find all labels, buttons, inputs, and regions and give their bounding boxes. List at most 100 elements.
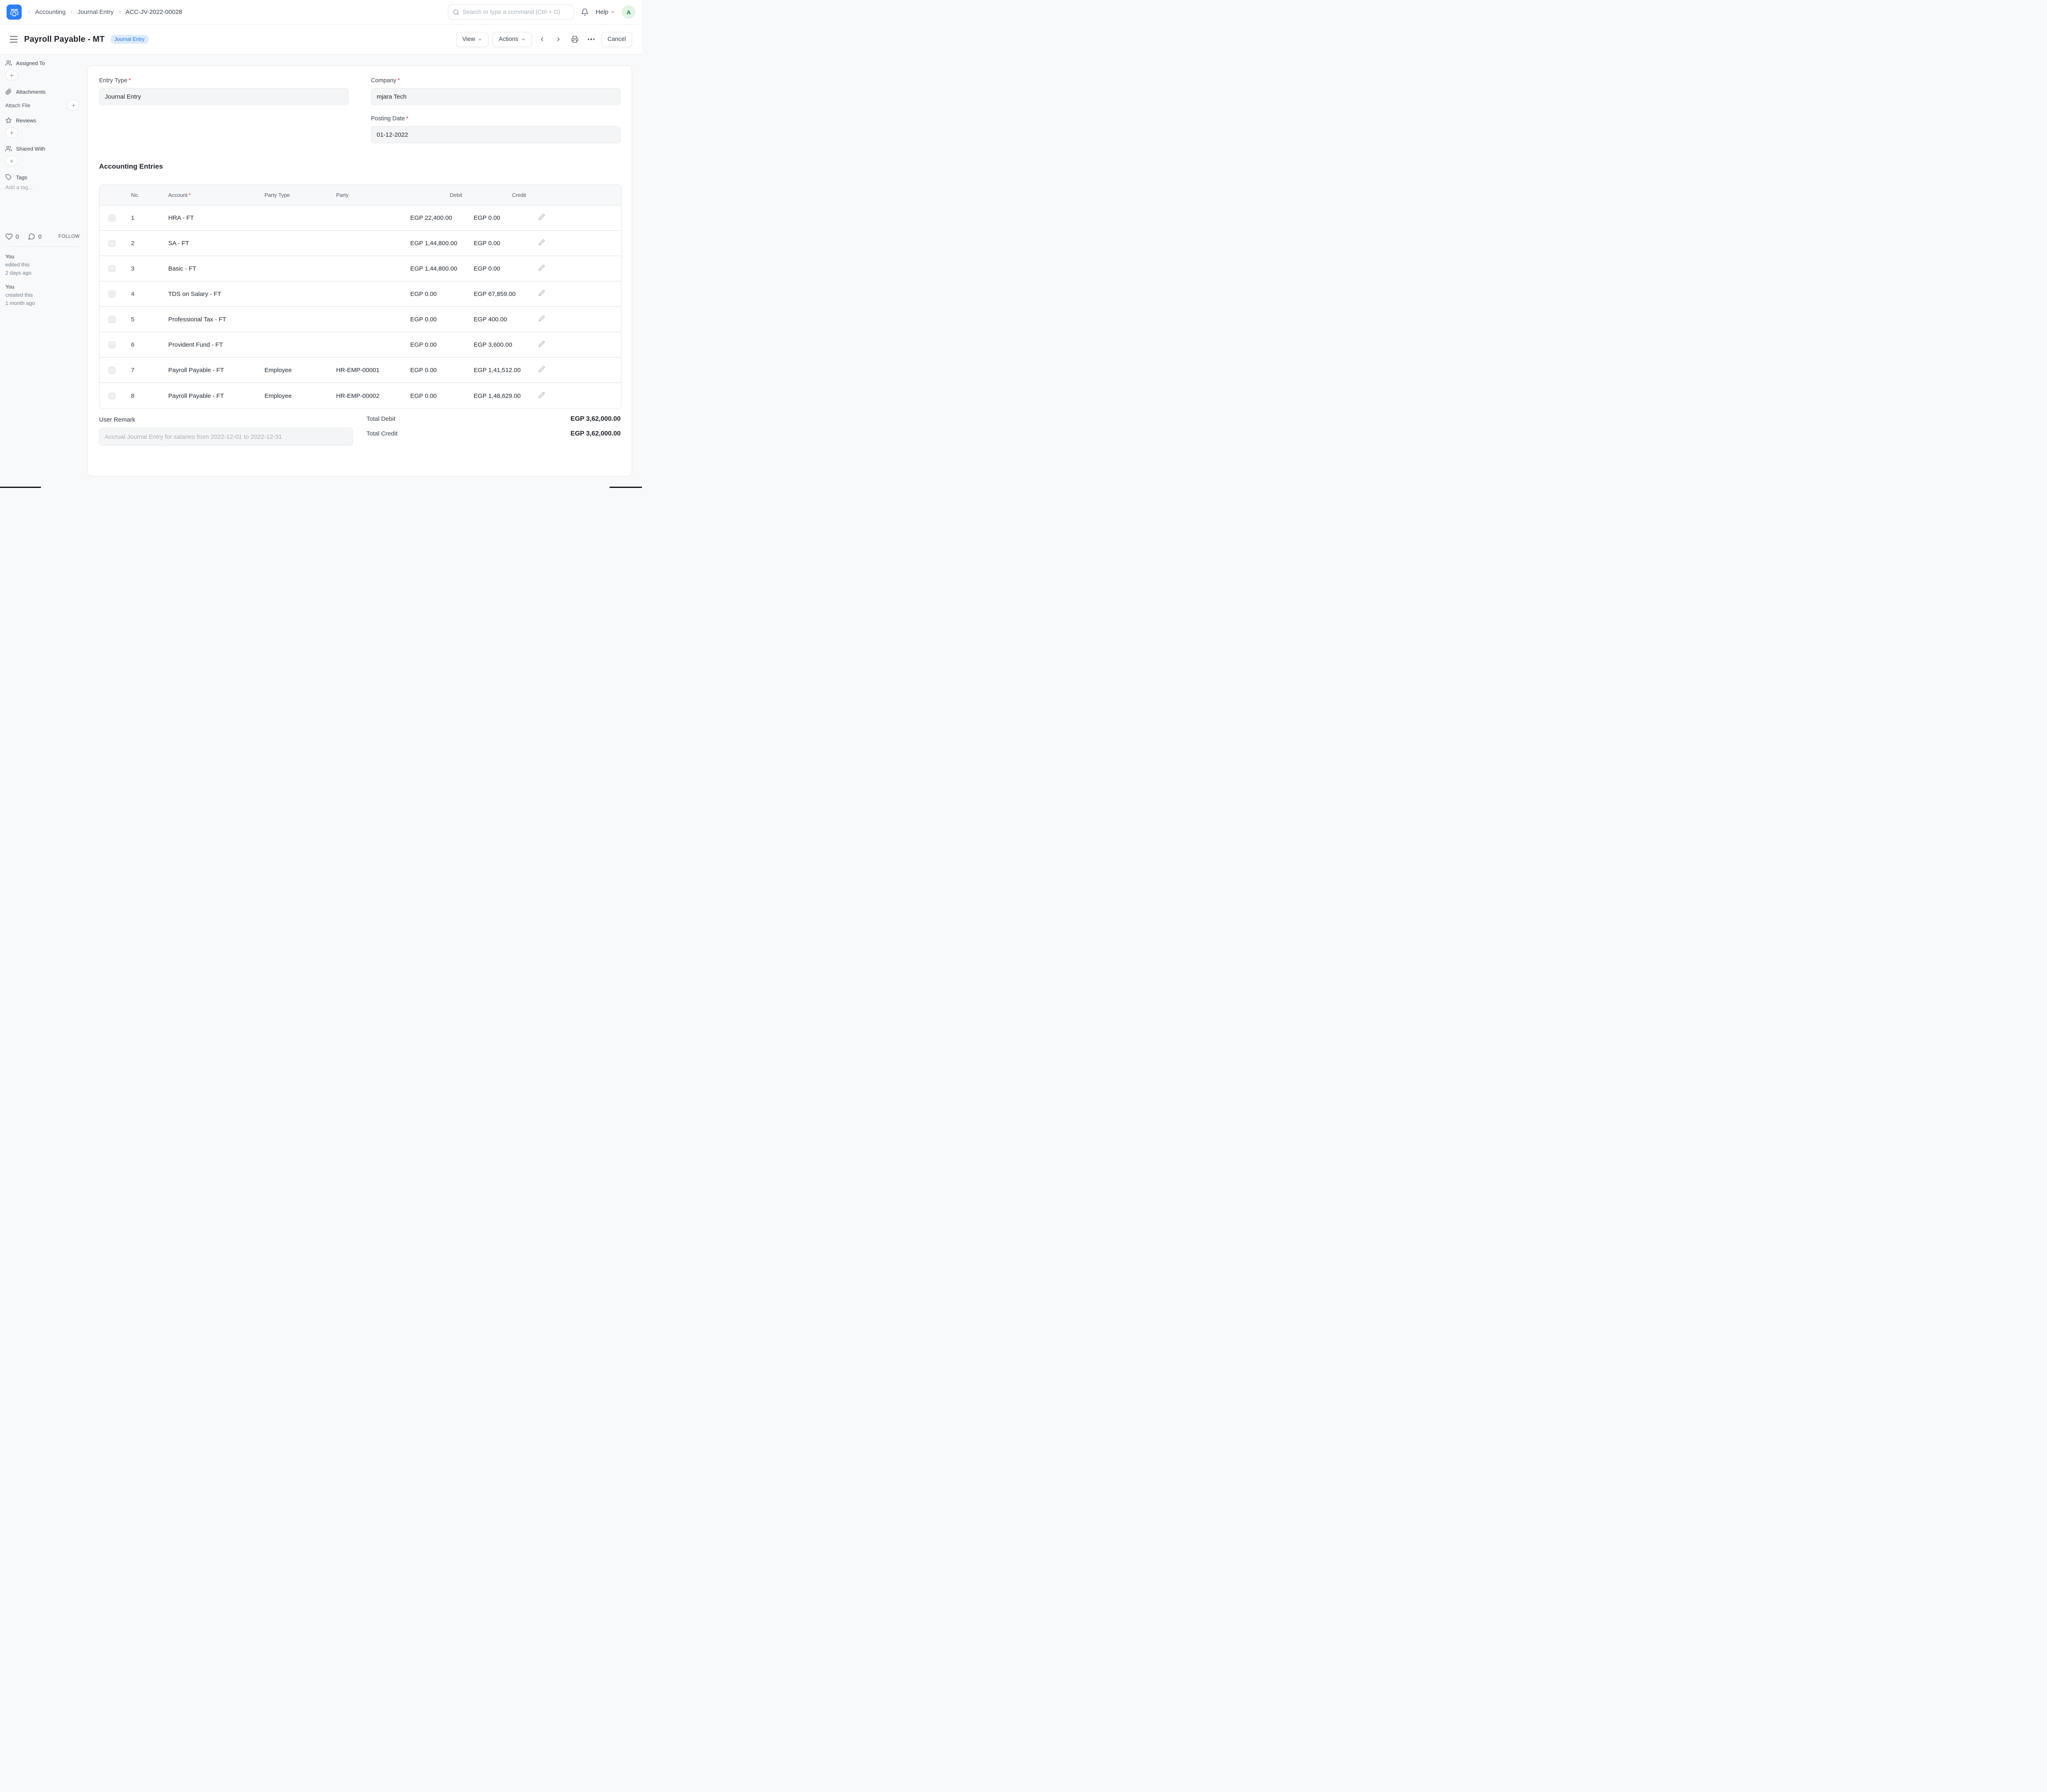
sidebar-divider bbox=[5, 246, 80, 247]
party-cell[interactable]: HR-EMP-00001 bbox=[336, 366, 380, 374]
edit-row-icon[interactable] bbox=[538, 290, 545, 296]
row-checkbox[interactable] bbox=[108, 239, 115, 247]
credit-cell[interactable]: EGP 1,41,512.00 bbox=[474, 366, 521, 374]
account-cell[interactable]: Payroll Payable - FT bbox=[168, 392, 224, 399]
debit-cell[interactable]: EGP 22,400.00 bbox=[410, 214, 452, 221]
row-select-cell bbox=[99, 214, 124, 221]
grid-header-row: No. Account * Party Type Party Debit Cred… bbox=[99, 185, 621, 205]
tags-label: Tags bbox=[16, 174, 27, 181]
account-cell[interactable]: HRA - FT bbox=[168, 214, 194, 221]
navbar: Accounting Journal Entry ACC-JV-2022-000… bbox=[0, 0, 642, 25]
attach-file-button[interactable] bbox=[67, 100, 80, 111]
notifications-bell-icon[interactable] bbox=[581, 8, 589, 16]
row-checkbox[interactable] bbox=[108, 290, 115, 298]
row-select-cell bbox=[99, 239, 124, 247]
debit-cell[interactable]: EGP 1,44,800.00 bbox=[410, 239, 457, 247]
credit-cell[interactable]: EGP 0.00 bbox=[474, 214, 500, 221]
add-assignment-button[interactable] bbox=[5, 70, 18, 81]
printer-icon bbox=[571, 36, 578, 43]
activity-time: 1 month ago bbox=[5, 300, 35, 306]
total-debit-value: EGP 3,62,000.00 bbox=[570, 415, 621, 422]
search-input[interactable] bbox=[463, 9, 569, 16]
activity-action: created this bbox=[5, 292, 33, 298]
column-header-credit: Credit bbox=[512, 192, 526, 198]
edit-row-icon[interactable] bbox=[538, 392, 545, 398]
activity-log: You edited this 2 days ago You created t… bbox=[5, 253, 80, 307]
add-review-button[interactable] bbox=[5, 127, 18, 138]
view-button[interactable]: View bbox=[456, 32, 489, 47]
user-remark-input[interactable] bbox=[99, 428, 353, 446]
account-cell[interactable]: Payroll Payable - FT bbox=[168, 366, 224, 374]
edit-row-icon[interactable] bbox=[538, 366, 545, 372]
attachments-label: Attachments bbox=[16, 88, 46, 95]
party-type-cell[interactable]: Employee bbox=[264, 366, 292, 374]
app-icon[interactable] bbox=[7, 5, 22, 20]
credit-cell[interactable]: EGP 400.00 bbox=[474, 316, 507, 323]
debit-cell[interactable]: EGP 0.00 bbox=[410, 316, 437, 323]
total-credit-row: Total Credit EGP 3,62,000.00 bbox=[366, 430, 621, 438]
row-checkbox[interactable] bbox=[108, 214, 115, 221]
edit-row-icon[interactable] bbox=[538, 341, 545, 347]
plus-icon bbox=[9, 73, 14, 78]
add-share-button[interactable] bbox=[5, 156, 18, 166]
more-menu-button[interactable] bbox=[585, 32, 597, 47]
company-input[interactable]: mjara Tech bbox=[371, 88, 621, 105]
like-button[interactable]: 0 bbox=[5, 233, 19, 240]
actions-button[interactable]: Actions bbox=[493, 32, 532, 47]
edit-row-icon[interactable] bbox=[538, 214, 545, 220]
print-button[interactable] bbox=[569, 32, 581, 47]
table-row: 4 TDS on Salary - FT EGP 0.00 EGP 67,859… bbox=[99, 282, 621, 307]
sidebar-toggle-icon[interactable] bbox=[10, 36, 18, 43]
edit-row-icon[interactable] bbox=[538, 239, 545, 246]
edit-cell bbox=[535, 315, 621, 323]
credit-cell[interactable]: EGP 0.00 bbox=[474, 239, 500, 247]
help-label: Help bbox=[596, 9, 608, 16]
account-cell[interactable]: TDS on Salary - FT bbox=[168, 290, 221, 298]
help-menu[interactable]: Help bbox=[596, 9, 615, 16]
account-cell[interactable]: Provident Fund - FT bbox=[168, 341, 223, 348]
edit-row-icon[interactable] bbox=[538, 264, 545, 271]
page-header: Payroll Payable - MT Journal Entry View … bbox=[0, 25, 642, 54]
debit-cell[interactable]: EGP 0.00 bbox=[410, 341, 437, 348]
screen-edge-artifact bbox=[610, 487, 642, 488]
edit-row-icon[interactable] bbox=[538, 315, 545, 322]
row-checkbox[interactable] bbox=[108, 265, 115, 272]
row-checkbox[interactable] bbox=[108, 316, 115, 323]
company-field: Company * mjara Tech bbox=[371, 77, 621, 105]
debit-cell[interactable]: EGP 0.00 bbox=[410, 290, 437, 298]
row-checkbox[interactable] bbox=[108, 341, 115, 348]
credit-cell[interactable]: EGP 67,859.00 bbox=[474, 290, 516, 298]
debit-cell[interactable]: EGP 1,44,800.00 bbox=[410, 265, 457, 272]
add-tag-input[interactable]: Add a tag... bbox=[5, 184, 33, 190]
party-type-cell[interactable]: Employee bbox=[264, 392, 292, 399]
account-cell[interactable]: Professional Tax - FT bbox=[168, 316, 226, 323]
credit-cell[interactable]: EGP 0.00 bbox=[474, 265, 500, 272]
party-cell[interactable]: HR-EMP-00002 bbox=[336, 392, 380, 399]
table-row: 2 SA - FT EGP 1,44,800.00 EGP 0.00 bbox=[99, 231, 621, 256]
account-cell[interactable]: Basic - FT bbox=[168, 265, 197, 272]
row-select-cell bbox=[99, 316, 124, 323]
credit-cell[interactable]: EGP 3,600.00 bbox=[474, 341, 512, 348]
account-cell[interactable]: SA - FT bbox=[168, 239, 189, 247]
cancel-button[interactable]: Cancel bbox=[601, 32, 632, 47]
row-checkbox[interactable] bbox=[108, 392, 115, 399]
posting-date-input[interactable]: 01-12-2022 bbox=[371, 126, 621, 143]
debit-cell[interactable]: EGP 0.00 bbox=[410, 366, 437, 374]
global-search[interactable] bbox=[448, 5, 574, 20]
comment-button[interactable]: 0 bbox=[28, 233, 42, 240]
credit-cell[interactable]: EGP 1,48,629.00 bbox=[474, 392, 521, 399]
breadcrumb-accounting[interactable]: Accounting bbox=[35, 9, 66, 16]
chevron-left-icon bbox=[539, 36, 545, 43]
avatar[interactable]: A bbox=[622, 5, 635, 19]
row-checkbox[interactable] bbox=[108, 366, 115, 374]
follow-button[interactable]: FOLLOW bbox=[58, 234, 80, 239]
plus-icon bbox=[71, 103, 76, 108]
attach-file-label[interactable]: Attach File bbox=[5, 102, 31, 108]
debit-cell[interactable]: EGP 0.00 bbox=[410, 392, 437, 399]
breadcrumb-journal-entry[interactable]: Journal Entry bbox=[77, 9, 114, 16]
entry-type-input[interactable]: Journal Entry bbox=[99, 88, 349, 105]
paperclip-icon bbox=[5, 88, 12, 95]
table-row: 3 Basic - FT EGP 1,44,800.00 EGP 0.00 bbox=[99, 256, 621, 282]
next-document-button[interactable] bbox=[552, 32, 565, 47]
previous-document-button[interactable] bbox=[536, 32, 548, 47]
